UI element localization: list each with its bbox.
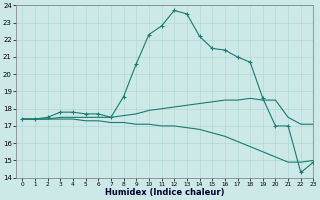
X-axis label: Humidex (Indice chaleur): Humidex (Indice chaleur) bbox=[105, 188, 224, 197]
